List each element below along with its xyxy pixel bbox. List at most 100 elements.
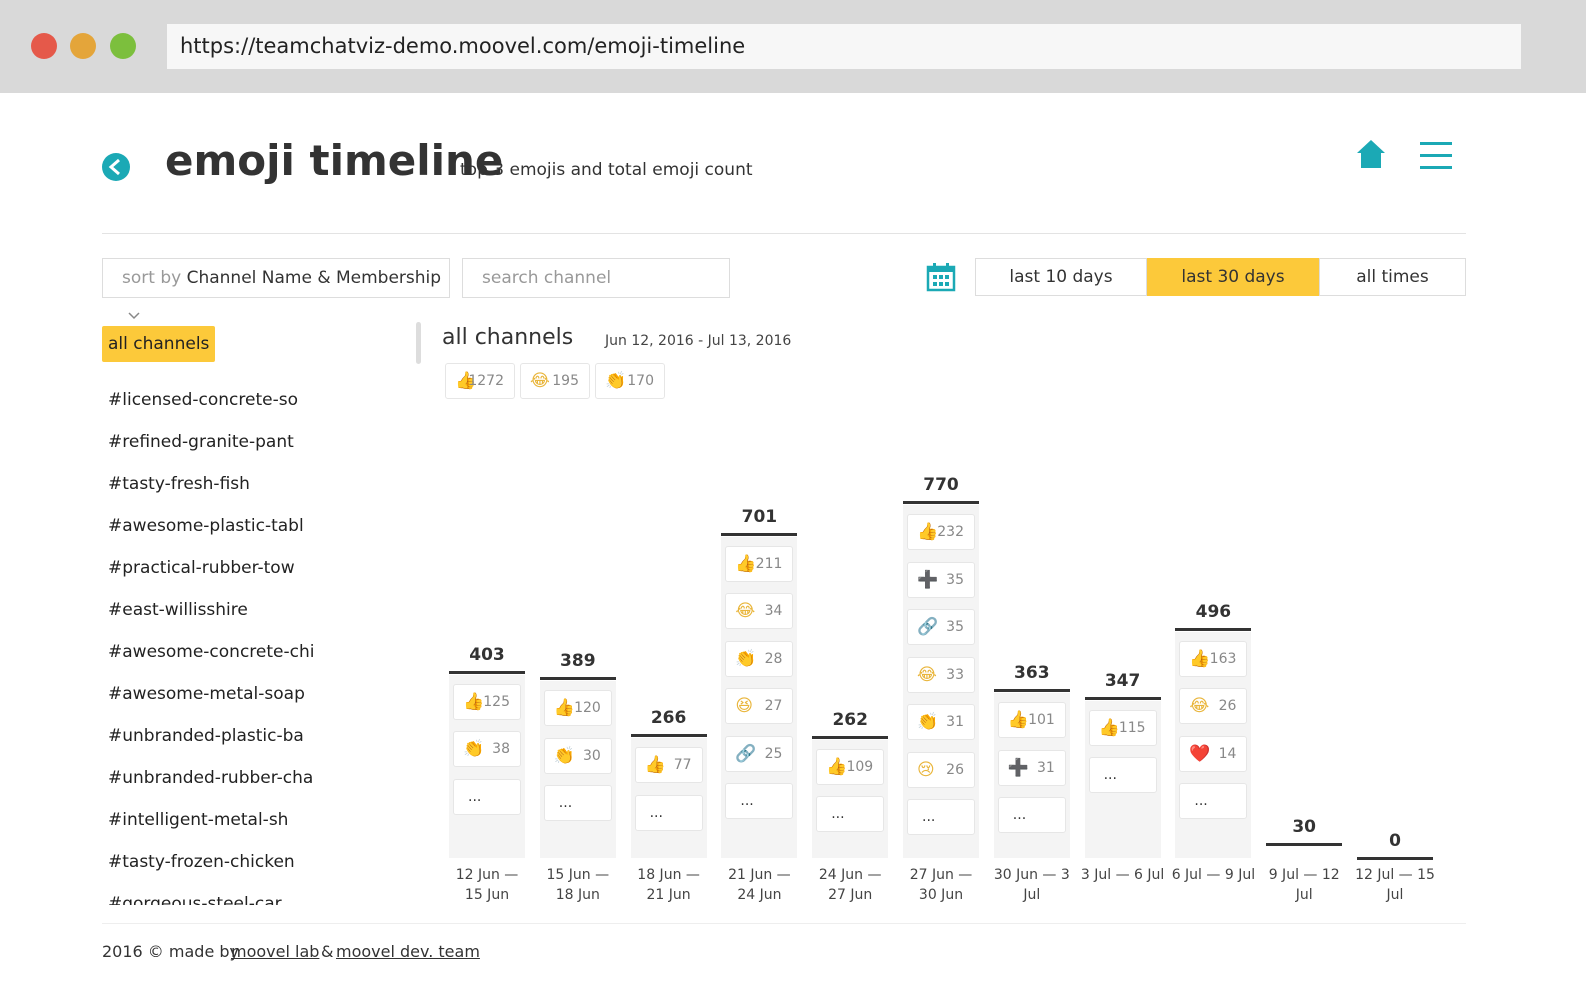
channel-item[interactable]: #refined-granite-pant <box>108 432 294 452</box>
emoji-count: 77 <box>673 757 692 774</box>
window-maximize[interactable] <box>110 33 136 59</box>
emoji: 😢 <box>917 759 935 780</box>
emoji-count: 30 <box>582 747 601 764</box>
emoji-count: 101 <box>1028 712 1055 729</box>
channel-item[interactable]: #tasty-fresh-fish <box>108 474 250 494</box>
footer-separator: & <box>321 942 334 961</box>
emoji: 👏 <box>553 745 575 766</box>
emoji-chip: 👍 115 <box>1088 709 1157 746</box>
more-button[interactable]: ... <box>1088 757 1157 794</box>
window-minimize[interactable] <box>70 33 96 59</box>
window-close[interactable] <box>31 33 57 59</box>
range-button[interactable]: all times <box>1319 258 1466 296</box>
column-top-line <box>1175 627 1252 631</box>
column-date-label: 27 Jun — 30 Jun <box>909 867 973 903</box>
emoji: 👍 <box>644 755 666 776</box>
panel-title: all channels <box>442 325 574 350</box>
sort-prefix: sort by <box>122 268 182 288</box>
emoji-chip: 👍 109 <box>816 748 885 785</box>
channel-item[interactable]: #intelligent-metal-sh <box>108 810 289 830</box>
menu-button[interactable] <box>1418 140 1454 170</box>
sort-dropdown[interactable]: sort by Channel Name & Membership <box>102 258 450 320</box>
emoji: 👍 <box>917 522 939 542</box>
emoji-count: 109 <box>846 758 874 775</box>
channel-item[interactable]: #unbranded-plastic-ba <box>108 726 304 746</box>
channel-item[interactable]: #awesome-plastic-tabl <box>108 516 304 536</box>
emoji-count: 14 <box>1218 745 1237 762</box>
emoji-chip: 👏 38 <box>453 731 521 768</box>
more-button[interactable]: ... <box>997 797 1066 834</box>
emoji-count: 27 <box>764 698 783 715</box>
channel-item[interactable]: #unbranded-rubber-cha <box>108 768 314 788</box>
column-total: 262 <box>832 709 868 730</box>
emoji: 👏 <box>605 371 627 391</box>
emoji-count: 26 <box>946 761 964 778</box>
footer-link-text[interactable]: moovel dev. team <box>336 942 480 961</box>
column-date-label: 9 Jul — 12 Jul <box>1268 867 1340 903</box>
channel-item[interactable]: #practical-rubber-tow <box>108 558 295 578</box>
emoji-count: 31 <box>1036 759 1055 776</box>
more-button[interactable]: ... <box>1179 783 1248 820</box>
column-total: 30 <box>1292 817 1317 838</box>
home-button[interactable] <box>1355 138 1387 170</box>
emoji-count: 170 <box>627 373 654 389</box>
search-input[interactable]: search channel <box>462 258 730 298</box>
footer-link[interactable]: moovel lab <box>231 942 319 961</box>
emoji: 👍 <box>463 691 485 712</box>
more-button[interactable]: ... <box>634 794 703 831</box>
footer-link-text[interactable]: moovel lab <box>231 942 320 961</box>
column-total: 347 <box>1104 670 1141 691</box>
back-button[interactable] <box>101 152 131 182</box>
column-date-label: 30 Jun — 3 Jul <box>993 867 1070 903</box>
more-button[interactable]: ... <box>543 785 612 822</box>
page-title: emoji timeline <box>165 136 504 185</box>
emoji-count: 211 <box>755 555 783 572</box>
column-total: 403 <box>469 644 505 665</box>
more-button[interactable]: ... <box>725 783 794 820</box>
emoji: 👍 <box>735 553 757 574</box>
emoji-count: 115 <box>1118 719 1146 736</box>
range-button[interactable]: last 10 days <box>975 258 1147 296</box>
emoji-count: 31 <box>946 714 964 730</box>
emoji-chip: 😢 26 <box>907 751 975 788</box>
column-total: 363 <box>1014 663 1050 684</box>
address-bar[interactable]: https://teamchatviz-demo.moovel.com/emoj… <box>167 24 1521 69</box>
column-total: 770 <box>923 475 959 495</box>
emoji-chip: ➕ 31 <box>997 749 1066 786</box>
channel-list: #licensed-concrete-so #refined-granite-pa… <box>102 380 402 905</box>
channel-item[interactable]: #licensed-concrete-so <box>108 390 298 410</box>
range-button[interactable]: last 30 days <box>1147 258 1319 296</box>
emoji: ➕ <box>917 569 939 590</box>
emoji-chip: 👏 28 <box>725 640 794 677</box>
emoji-chip: 😂 34 <box>725 593 794 630</box>
more-button[interactable]: ... <box>816 796 885 833</box>
emoji-chip: 👍 77 <box>634 747 703 784</box>
channel-item[interactable]: #awesome-concrete-chi <box>108 642 315 662</box>
column-total: 0 <box>1389 831 1401 851</box>
column-top-line <box>1084 696 1161 700</box>
channel-item[interactable]: #east-willisshire <box>108 600 248 620</box>
channel-item[interactable]: #tasty-frozen-chicken <box>108 852 295 872</box>
channel-item[interactable]: #awesome-metal-soap <box>108 684 305 704</box>
emoji-count: 1272 <box>468 373 504 389</box>
emoji-chip: 👏 31 <box>907 704 975 740</box>
emoji: 😆 <box>735 696 754 717</box>
column-top-line <box>812 735 889 739</box>
column-top-line <box>721 532 798 536</box>
column-total: 701 <box>741 506 778 527</box>
channel-item[interactable]: #gorgeous-steel-car <box>108 894 282 905</box>
emoji: 👏 <box>463 739 485 760</box>
emoji: 👍 <box>1007 710 1029 731</box>
emoji-chip: 😆 27 <box>725 688 794 725</box>
emoji-count: 38 <box>492 741 510 758</box>
calendar-button[interactable] <box>926 262 956 292</box>
emoji: 👏 <box>917 712 939 732</box>
column-date-label: 18 Jun — 21 Jun <box>637 867 700 903</box>
channel-all[interactable]: all channels <box>102 326 216 362</box>
more-button[interactable]: ... <box>453 778 521 815</box>
more-button[interactable]: ... <box>907 799 975 835</box>
panel-date-range: Jun 12, 2016 - Jul 13, 2016 <box>605 333 792 349</box>
footer-link[interactable]: moovel dev. team <box>336 942 480 961</box>
column-date-label: 6 Jul — 9 Jul <box>1171 867 1256 883</box>
emoji-chip: 👏 30 <box>543 737 612 774</box>
